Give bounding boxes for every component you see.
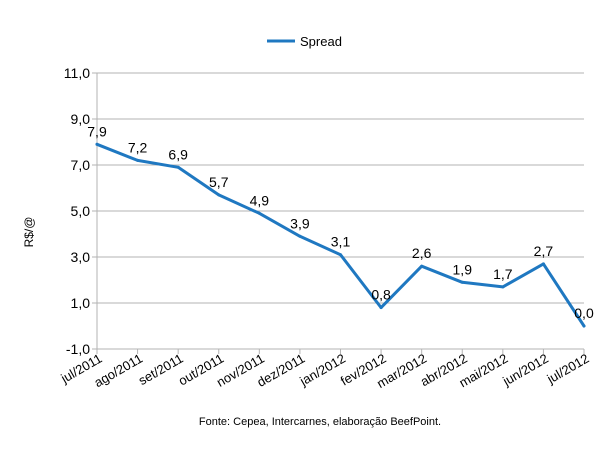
data-label: 2,6	[412, 245, 432, 261]
data-label: 7,9	[87, 123, 107, 139]
data-label: 0,8	[371, 287, 391, 303]
y-tick-label: 9,0	[71, 111, 91, 127]
x-tick-label: jul/2012	[544, 351, 592, 387]
data-point	[582, 324, 586, 328]
data-point	[460, 280, 464, 284]
y-tick-label: -1,0	[66, 341, 90, 357]
legend: Spread	[267, 34, 342, 49]
data-point	[257, 211, 261, 215]
data-label: 4,9	[250, 192, 270, 208]
x-tick-label: set/2011	[136, 351, 186, 388]
data-point	[217, 193, 221, 197]
data-point	[379, 306, 383, 310]
legend-label-spread: Spread	[300, 34, 342, 49]
data-label: 2,7	[534, 243, 554, 259]
data-point	[176, 165, 180, 169]
data-label: 0,0	[574, 305, 594, 321]
data-point	[95, 142, 99, 146]
data-label: 3,1	[331, 234, 351, 250]
y-tick-label: 7,0	[71, 157, 91, 173]
y-axis-title: R$/@	[22, 217, 36, 248]
data-label: 1,7	[493, 266, 513, 282]
source-note: Fonte: Cepea, Intercarnes, elaboração Be…	[199, 416, 441, 428]
data-label: 3,9	[290, 215, 310, 231]
data-point	[136, 158, 140, 162]
y-tick-label: 5,0	[71, 203, 91, 219]
y-tick-label: 3,0	[71, 249, 91, 265]
data-label: 7,2	[128, 139, 148, 155]
data-point	[339, 253, 342, 257]
data-label: 1,9	[453, 261, 473, 277]
data-point	[501, 285, 505, 289]
x-tick-label: jun/2012	[499, 351, 551, 389]
data-point	[420, 264, 424, 268]
data-point	[298, 234, 302, 238]
data-label: 5,7	[209, 174, 229, 190]
data-label: 6,9	[168, 146, 188, 162]
y-tick-label: 11,0	[64, 65, 90, 81]
x-tick-label: jan/2012	[296, 351, 348, 389]
data-point	[541, 262, 545, 266]
y-tick-label: 1,0	[71, 295, 91, 311]
